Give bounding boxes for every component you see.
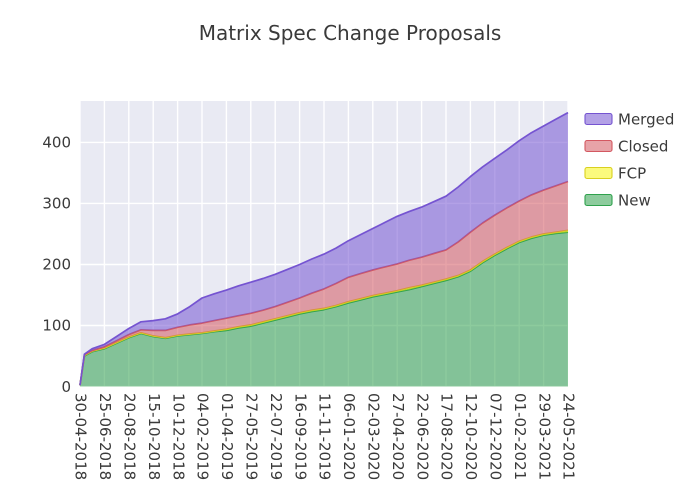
x-tick-label: 01-02-2021: [511, 393, 529, 480]
x-tick-label: 16-09-2019: [291, 393, 309, 480]
area-new: [80, 232, 568, 387]
x-tick-label: 02-03-2020: [365, 393, 383, 480]
x-tick-label: 04-02-2019: [194, 393, 212, 480]
x-tick-label: 24-05-2021: [560, 393, 578, 480]
legend-label-merged: Merged: [618, 110, 674, 128]
x-tick-label: 22-07-2019: [267, 393, 285, 480]
legend-label-closed: Closed: [618, 137, 668, 155]
x-tick-label: 07-12-2020: [487, 393, 505, 480]
x-tick-label: 15-10-2018: [145, 393, 163, 480]
x-tick-label: 11-11-2019: [316, 393, 334, 480]
legend-swatch-fcp: [584, 166, 613, 180]
legend-swatch-merged: [584, 112, 613, 126]
x-tick-label: 22-06-2020: [413, 393, 431, 480]
x-tick-label: 25-06-2018: [96, 393, 114, 480]
area-edge-merged: [79, 111, 569, 386]
x-tick-label: 20-08-2018: [121, 393, 139, 480]
legend-label-new: New: [618, 191, 651, 209]
legend-label-fcp: FCP: [618, 164, 646, 182]
x-tick-label: 10-12-2018: [169, 393, 187, 480]
x-tick-label: 29-03-2021: [535, 393, 553, 480]
y-tick-label: 200: [42, 256, 71, 274]
x-tick-label: 27-05-2019: [243, 393, 261, 480]
y-tick-label: 0: [61, 378, 71, 396]
legend-swatch-new: [584, 193, 613, 207]
x-tick-label: 30-04-2018: [72, 393, 90, 480]
legend-swatch-closed: [584, 139, 613, 153]
x-tick-label: 01-04-2019: [218, 393, 236, 480]
x-tick-label: 06-01-2020: [340, 393, 358, 480]
chart-title: Matrix Spec Change Proposals: [198, 21, 502, 45]
y-tick-label: 300: [42, 195, 71, 213]
x-tick-label: 27-04-2020: [389, 393, 407, 480]
y-tick-label: 400: [42, 134, 71, 152]
x-tick-label: 17-08-2020: [438, 393, 456, 480]
x-tick-label: 12-10-2020: [462, 393, 480, 480]
area-merged: [80, 112, 568, 386]
y-tick-label: 100: [42, 317, 71, 335]
